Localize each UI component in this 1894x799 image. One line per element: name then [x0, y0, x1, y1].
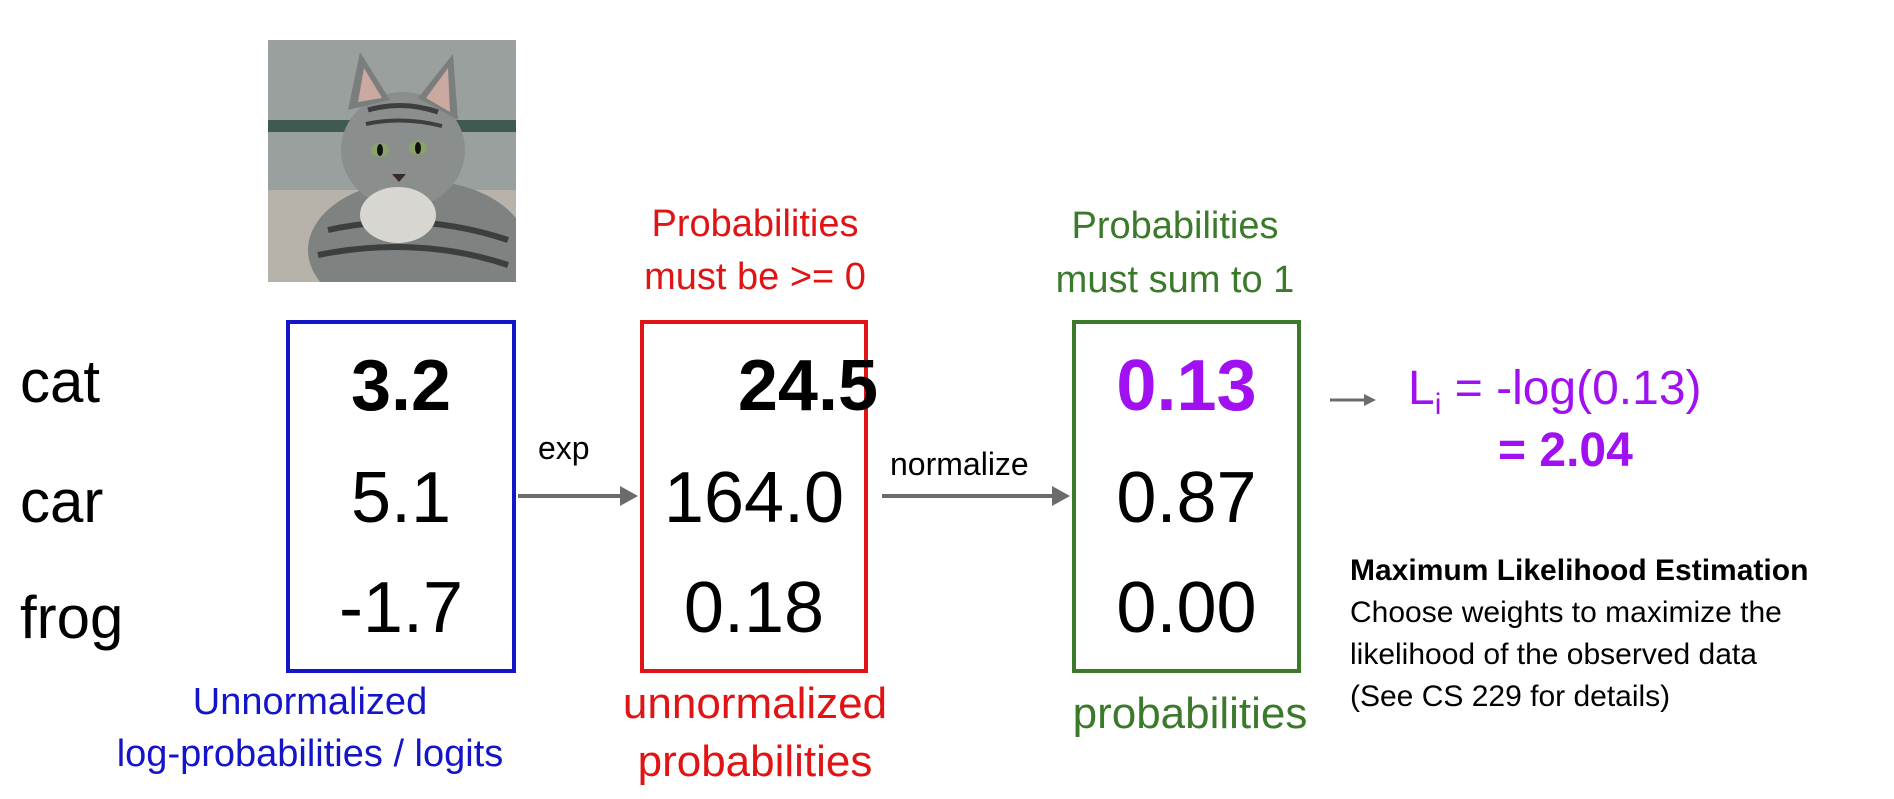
unnorm-frog: 0.18: [683, 568, 825, 648]
loss-subscript: i: [1434, 388, 1442, 421]
constraint-sum-line1: Probabilities: [1071, 205, 1279, 247]
constraint-sum-line2: must sum to 1: [1055, 259, 1295, 301]
cat-image: [268, 40, 516, 282]
class-label-car: car: [20, 468, 104, 535]
loss-symbol: L: [1408, 362, 1435, 415]
loss-value: = 2.04: [1498, 424, 1633, 477]
unnormalized-box: [640, 320, 868, 673]
unnorm-caption-line1: unnormalized: [622, 679, 888, 728]
mle-note: Maximum Likelihood Estimation Choose wei…: [1350, 550, 1890, 718]
logit-car: 5.1: [350, 458, 452, 538]
constraint-nonneg-line1: Probabilities: [651, 203, 859, 245]
prob-caption: probabilities: [1072, 689, 1308, 738]
mle-title: Maximum Likelihood Estimation: [1350, 554, 1809, 587]
class-label-cat: cat: [20, 348, 101, 415]
unnorm-caption-line2: probabilities: [637, 737, 873, 786]
exp-arrow: [518, 486, 638, 506]
prob-car: 0.87: [1116, 458, 1257, 538]
logits-box: [286, 320, 516, 673]
exp-label: exp: [538, 430, 590, 466]
logits-caption-line1: Unnormalized: [192, 681, 428, 723]
logit-cat: 3.2: [350, 346, 452, 426]
class-label-frog: frog: [20, 584, 124, 651]
logits-caption-line2: log-probabilities / logits: [116, 733, 504, 775]
normalize-label: normalize: [890, 446, 1029, 482]
loss-arrow: [1330, 394, 1376, 406]
loss-expression-text: = -log(0.13): [1441, 362, 1702, 415]
normalize-arrow: [882, 486, 1070, 506]
prob-cat: 0.13: [1116, 346, 1257, 426]
probabilities-box: [1072, 320, 1301, 673]
unnorm-cat: 24.5: [737, 346, 878, 426]
prob-frog: 0.00: [1116, 568, 1257, 648]
logit-frog: -1.7: [338, 568, 464, 648]
mle-line-1: Choose weights to maximize the: [1350, 596, 1782, 629]
loss-expression: Li = -log(0.13): [1408, 362, 1702, 432]
unnorm-car: 164.0: [663, 458, 845, 538]
mle-line-3: (See CS 229 for details): [1350, 680, 1671, 713]
mle-line-2: likelihood of the observed data: [1350, 638, 1757, 671]
constraint-nonneg-line2: must be >= 0: [644, 256, 866, 298]
